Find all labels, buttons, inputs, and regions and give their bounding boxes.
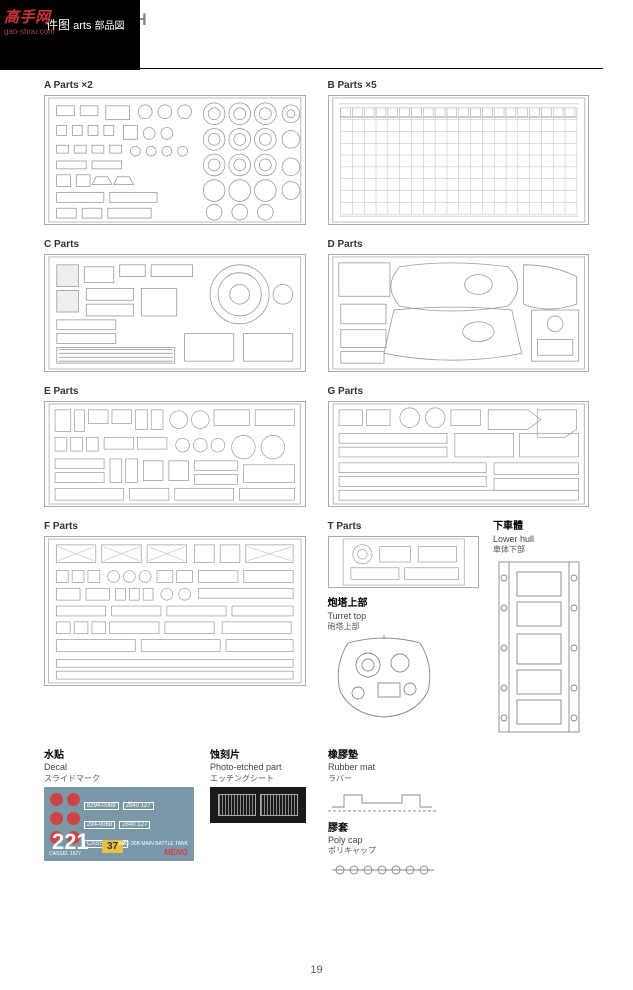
- hull-en: Lower hull: [493, 534, 589, 545]
- row-cd: C Parts: [44, 239, 589, 372]
- decal-number: 221: [52, 829, 89, 855]
- label-rubber: 橡膠墊 Rubber mat ラバー: [328, 750, 438, 784]
- label-d: D Parts: [328, 239, 590, 250]
- label-t: T Parts: [328, 521, 480, 532]
- watermark: 高手网 gao-shou.com: [4, 6, 55, 36]
- content-area: A Parts ×2: [44, 80, 589, 950]
- sprue-t: [328, 536, 480, 588]
- turret-cn: 炮塔上部: [328, 598, 480, 611]
- poly-cn: 膠套: [328, 823, 438, 836]
- col-e: E Parts: [44, 386, 306, 507]
- poly-en: Poly cap: [328, 835, 438, 846]
- rubber-jp: ラバー: [328, 774, 438, 784]
- sprue-c: [44, 254, 306, 372]
- poly-jp: ポリキャップ: [328, 846, 438, 856]
- page-number: 19: [0, 964, 633, 976]
- row-eg: E Parts: [44, 386, 589, 507]
- col-a: A Parts ×2: [44, 80, 306, 225]
- badge-icon: [50, 793, 63, 806]
- rubber-mat: [328, 787, 438, 815]
- label-e: E Parts: [44, 386, 306, 397]
- decal-plate: 2840 127: [119, 821, 150, 829]
- sprue-f: [44, 536, 306, 686]
- decal-cn: 水贴: [44, 750, 194, 763]
- poly-cap: [328, 859, 438, 881]
- pe-jp: エッチングシート: [210, 774, 306, 784]
- col-f: F Parts: [44, 521, 306, 686]
- rubber-en: Rubber mat: [328, 762, 438, 773]
- label-c: C Parts: [44, 239, 306, 250]
- badge-icon: [67, 812, 80, 825]
- decal-en: Decal: [44, 762, 194, 773]
- pe-sheet: [210, 787, 306, 823]
- rubber-cn: 橡膠墊: [328, 750, 438, 763]
- header-rule: [30, 68, 603, 69]
- header-en: arts: [73, 20, 91, 32]
- col-g: G Parts: [328, 386, 590, 507]
- sprue-d: [328, 254, 590, 372]
- label-pe: 蚀刻片 Photo-etched part エッチングシート: [210, 750, 306, 784]
- decal-brand: MENG: [164, 848, 188, 857]
- row-bottom: 水贴 Decal スライドマーク 8294-0068 2840 127 294-…: [44, 750, 589, 882]
- page: 高手网 gao-shou.com SEARCH 件图 arts 部品図 A Pa…: [0, 0, 633, 990]
- hull-jp: 車体下部: [493, 545, 589, 555]
- t-and-turret: T Parts 炮塔上部: [328, 521, 480, 736]
- turret-top: [328, 635, 480, 721]
- decal-title: AMX-30B MAIN BATTLE TANK: [119, 841, 188, 847]
- decal-sheet: 8294-0068 2840 127 294-0068 2840 127 CAS…: [44, 787, 194, 861]
- sprue-b: [328, 95, 590, 225]
- pe-col: 蚀刻片 Photo-etched part エッチングシート: [210, 750, 306, 823]
- col-t-side: T Parts 炮塔上部: [328, 521, 590, 736]
- turret-en: Turret top: [328, 611, 480, 622]
- pe-cn: 蚀刻片: [210, 750, 306, 763]
- lower-hull: [493, 558, 589, 736]
- decal-plate: 8294-0068: [84, 802, 119, 810]
- pe-part: [218, 794, 256, 816]
- row-ab: A Parts ×2: [44, 80, 589, 225]
- col-c: C Parts: [44, 239, 306, 372]
- label-hull: 下車體 Lower hull 車体下部: [493, 521, 589, 555]
- row-ft: F Parts: [44, 521, 589, 736]
- watermark-text: 高手网: [4, 9, 51, 26]
- watermark-url: gao-shou.com: [4, 27, 55, 36]
- decal-plate: 294-0068: [84, 821, 115, 829]
- pe-en: Photo-etched part: [210, 762, 306, 773]
- sprue-a: [44, 95, 306, 225]
- sprue-e: [44, 401, 306, 507]
- header-jp: 部品図: [94, 21, 124, 32]
- badge-icon: [50, 812, 63, 825]
- rubber-poly-col: 橡膠墊 Rubber mat ラバー 膠套 Poly cap ポリキャッ: [328, 750, 438, 882]
- label-turret: 炮塔上部 Turret top 砲塔上部: [328, 598, 480, 632]
- label-poly: 膠套 Poly cap ポリキャップ: [328, 823, 438, 857]
- col-d: D Parts: [328, 239, 590, 372]
- col-b: B Parts ×5: [328, 80, 590, 225]
- turret-jp: 砲塔上部: [328, 622, 480, 632]
- decal-col: 水贴 Decal スライドマーク 8294-0068 2840 127 294-…: [44, 750, 194, 861]
- label-b: B Parts ×5: [328, 80, 590, 91]
- decal-jp: スライドマーク: [44, 774, 194, 784]
- label-decal: 水贴 Decal スライドマーク: [44, 750, 194, 784]
- label-a: A Parts ×2: [44, 80, 306, 91]
- decal-row2: 294-0068 2840 127: [49, 811, 189, 830]
- hull-col: 下車體 Lower hull 車体下部: [493, 521, 589, 736]
- label-f: F Parts: [44, 521, 306, 532]
- badge-icon: [67, 793, 80, 806]
- label-g: G Parts: [328, 386, 590, 397]
- pe-part: [260, 794, 298, 816]
- hull-cn: 下車體: [493, 521, 589, 534]
- sprue-g: [328, 401, 590, 507]
- decal-row1: 8294-0068 2840 127: [49, 792, 189, 811]
- decal-plate: 2840 127: [123, 802, 154, 810]
